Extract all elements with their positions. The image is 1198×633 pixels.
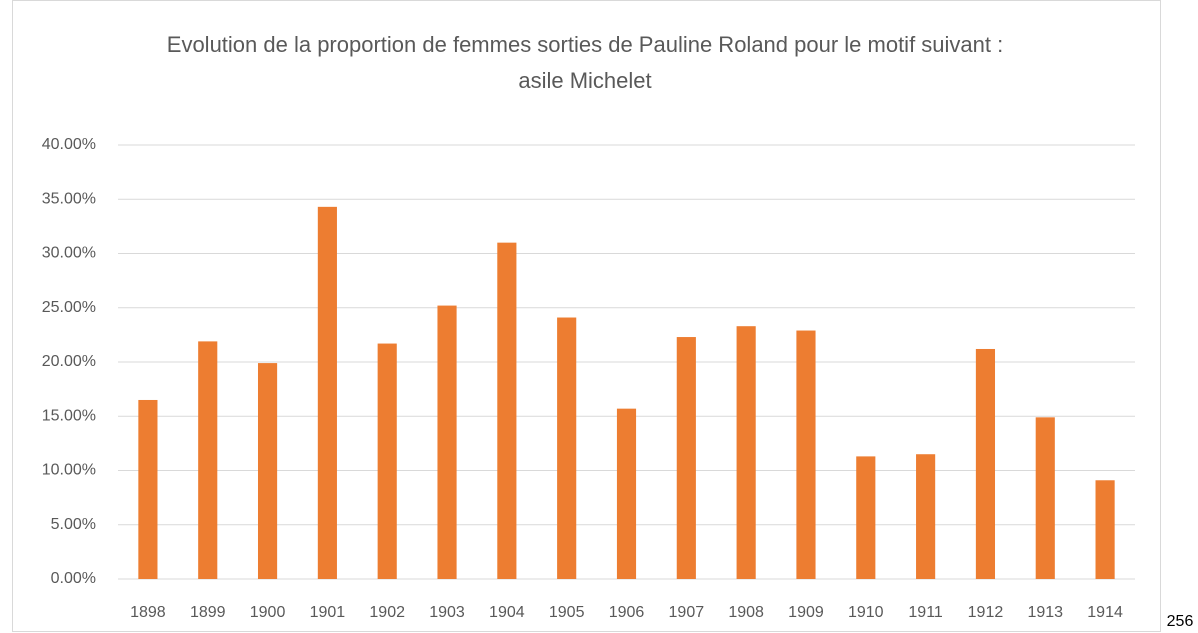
x-tick-label: 1902 <box>369 604 405 621</box>
chart-title: Evolution de la proportion de femmes sor… <box>167 32 1003 57</box>
bar <box>1035 417 1055 579</box>
bar <box>377 343 397 579</box>
bar <box>975 348 996 579</box>
bar <box>616 408 637 579</box>
y-tick-label: 20.00% <box>42 353 96 370</box>
x-tick-label: 1909 <box>788 604 824 621</box>
x-tick-label: 1898 <box>130 604 166 621</box>
bar <box>317 206 337 579</box>
y-tick-label: 25.00% <box>42 299 96 316</box>
x-tick-label: 1912 <box>968 604 1004 621</box>
x-tick-label: 1903 <box>429 604 465 621</box>
bar <box>1095 480 1115 579</box>
y-tick-label: 15.00% <box>42 407 96 424</box>
bar <box>736 326 756 579</box>
y-tick-label: 30.00% <box>42 245 96 262</box>
x-tick-label: 1907 <box>669 604 705 621</box>
bar <box>557 317 577 579</box>
bar <box>856 456 876 579</box>
bar <box>138 399 158 579</box>
bar <box>198 341 218 579</box>
bar <box>796 330 816 579</box>
x-tick-label: 1899 <box>190 604 226 621</box>
bar <box>497 242 517 579</box>
x-tick-label: 1914 <box>1087 604 1123 621</box>
x-tick-label: 1908 <box>728 604 764 621</box>
x-tick-label: 1910 <box>848 604 884 621</box>
y-tick-label: 35.00% <box>42 190 96 207</box>
x-tick-label: 1900 <box>250 604 286 621</box>
bar <box>257 363 278 579</box>
x-tick-label: 1904 <box>489 604 525 621</box>
bar <box>437 305 457 579</box>
bar <box>676 337 696 579</box>
x-tick-label: 1913 <box>1027 604 1063 621</box>
x-tick-label: 1901 <box>310 604 346 621</box>
x-tick-label: 1905 <box>549 604 585 621</box>
chart-title: asile Michelet <box>518 68 651 93</box>
y-tick-label: 0.00% <box>51 570 96 587</box>
x-tick-label: 1906 <box>609 604 645 621</box>
y-tick-label: 10.00% <box>42 462 96 479</box>
y-tick-label: 5.00% <box>51 516 96 533</box>
y-tick-label: 40.00% <box>42 136 96 153</box>
x-tick-label: 1911 <box>908 604 943 621</box>
bar <box>916 454 936 579</box>
chart-border <box>12 0 1161 632</box>
page-number: 256 <box>1167 613 1194 630</box>
